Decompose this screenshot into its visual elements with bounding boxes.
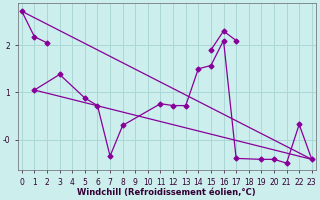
X-axis label: Windchill (Refroidissement éolien,°C): Windchill (Refroidissement éolien,°C)	[77, 188, 256, 197]
